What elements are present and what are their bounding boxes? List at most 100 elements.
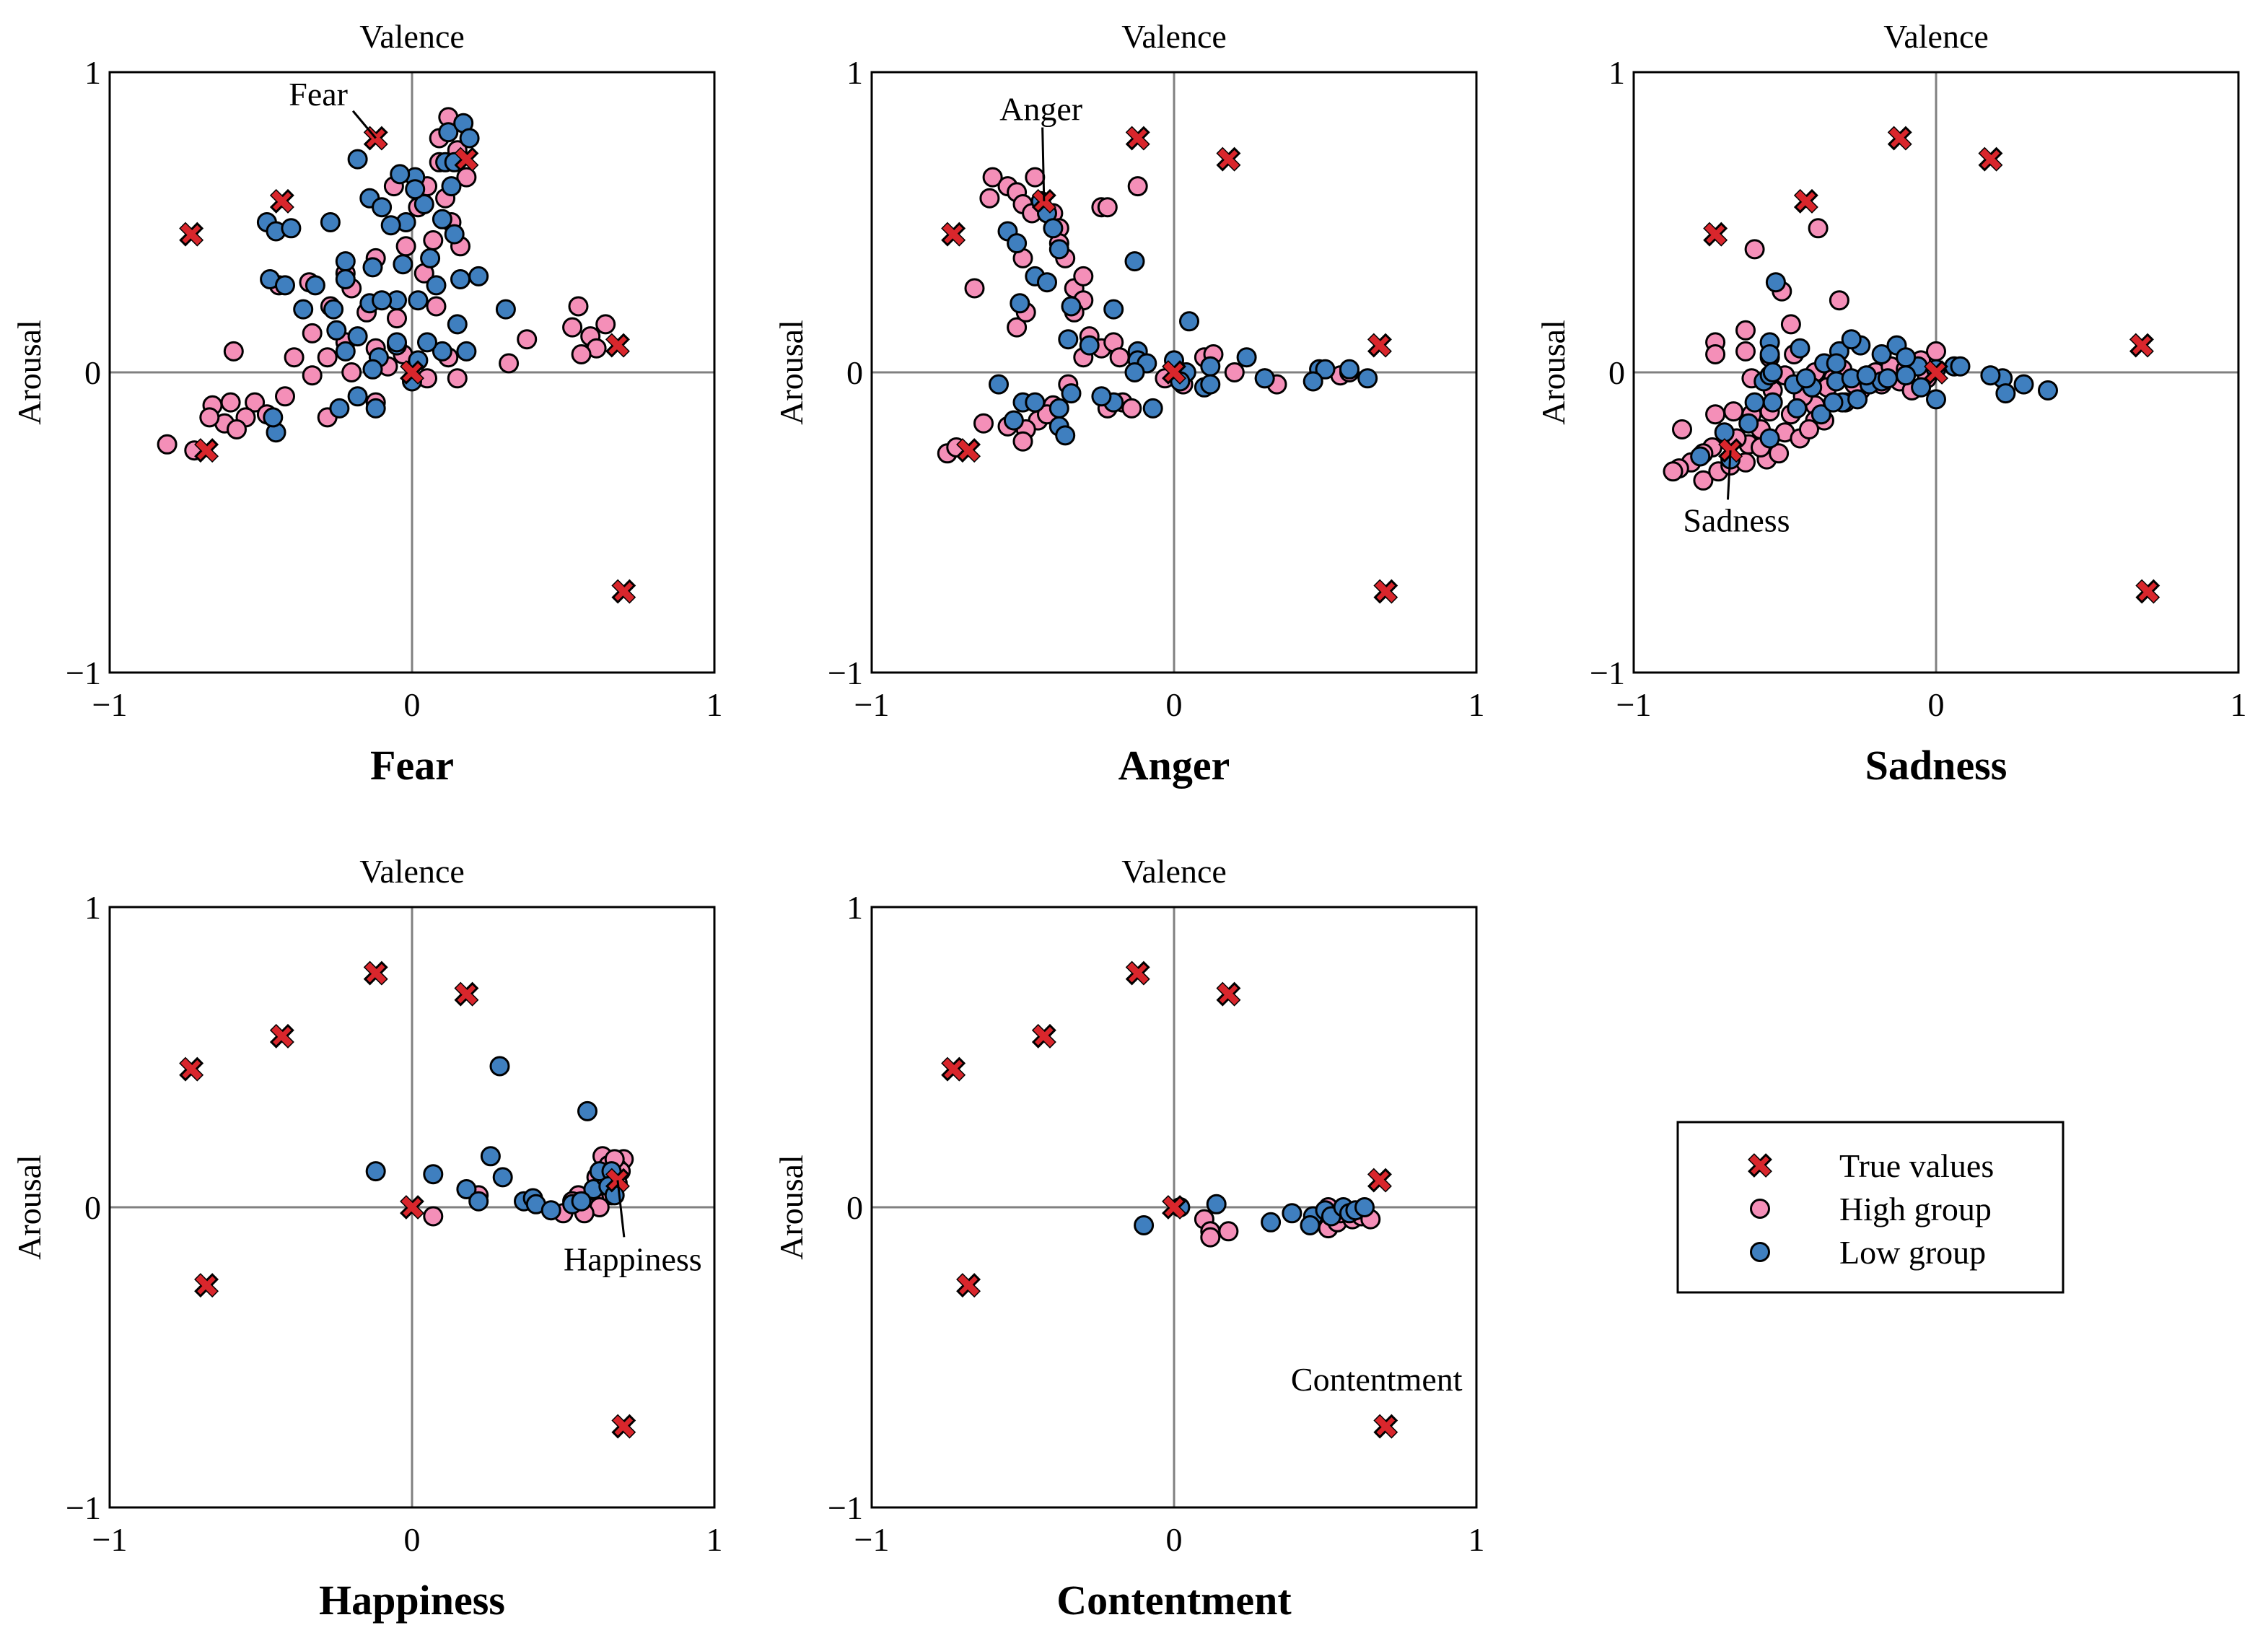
data-point-low bbox=[456, 341, 477, 362]
true-value-cross-fill bbox=[2137, 580, 2159, 603]
data-point-low bbox=[480, 1146, 501, 1167]
data-point-low bbox=[1847, 389, 1868, 410]
valence-label: Valence bbox=[1883, 18, 1989, 55]
data-point-low bbox=[447, 314, 468, 335]
data-point-high bbox=[302, 365, 323, 386]
data-point-low bbox=[456, 1179, 477, 1199]
data-point-low bbox=[405, 179, 426, 200]
data-point-high bbox=[568, 296, 589, 317]
data-point-low bbox=[335, 341, 356, 362]
data-point-high bbox=[982, 167, 1003, 188]
data-point-low bbox=[1765, 272, 1786, 293]
data-point-low bbox=[1980, 365, 2001, 386]
data-point-high bbox=[1672, 419, 1692, 439]
data-point-low bbox=[323, 299, 344, 320]
data-point-high bbox=[395, 236, 416, 257]
data-point-high bbox=[423, 1206, 444, 1227]
true-value-marker bbox=[269, 1023, 294, 1049]
data-point-high bbox=[1705, 344, 1726, 364]
data-point-high bbox=[979, 188, 1000, 209]
data-point-high bbox=[1200, 1227, 1221, 1248]
data-point-low bbox=[1055, 425, 1076, 446]
data-point-high bbox=[517, 329, 538, 350]
data-point-low bbox=[347, 149, 368, 170]
data-point-low bbox=[329, 398, 350, 419]
data-point-low bbox=[1134, 1215, 1155, 1235]
data-point-low bbox=[1762, 362, 1783, 382]
data-point-high bbox=[423, 230, 444, 250]
true-value-cross-fill bbox=[455, 983, 478, 1005]
true-value-cross-fill bbox=[180, 223, 202, 245]
true-value-marker bbox=[956, 1273, 981, 1298]
data-point-high bbox=[1769, 443, 1790, 464]
data-point-low bbox=[1300, 1215, 1321, 1235]
true-value-cross-fill bbox=[196, 1274, 217, 1296]
data-point-high bbox=[1224, 362, 1245, 382]
arousal-label: Arousal bbox=[773, 320, 810, 425]
series-low bbox=[365, 1056, 625, 1221]
axis-frame bbox=[870, 71, 1478, 674]
data-point-low bbox=[408, 290, 429, 311]
data-point-low bbox=[571, 1191, 592, 1212]
x-tick-label: −1 bbox=[1616, 686, 1652, 723]
true-value-marker bbox=[194, 438, 219, 463]
true-value-cross-fill bbox=[1888, 127, 1911, 149]
series-true bbox=[1703, 126, 2160, 604]
series-true bbox=[941, 960, 1398, 1439]
y-tick-label: −1 bbox=[828, 655, 863, 691]
panel-title: Anger bbox=[1118, 742, 1230, 789]
data-point-low bbox=[432, 341, 452, 362]
annotation-leader bbox=[616, 1180, 626, 1238]
data-point-low bbox=[1354, 1197, 1375, 1217]
data-point-low bbox=[1254, 368, 1275, 389]
true-value-cross-fill bbox=[401, 1196, 423, 1218]
data-point-high bbox=[1744, 239, 1765, 260]
data-point-low bbox=[1010, 293, 1030, 314]
true-value-marker bbox=[941, 1056, 966, 1082]
true-value-marker bbox=[1367, 333, 1392, 358]
true-value-marker bbox=[1703, 222, 1728, 247]
y-tick-label: 0 bbox=[846, 354, 863, 391]
true-value-cross-fill bbox=[1720, 439, 1741, 461]
data-point-high bbox=[562, 317, 583, 338]
true-value-cross-fill bbox=[607, 1169, 629, 1191]
valence-label: Valence bbox=[1121, 18, 1227, 55]
data-point-low bbox=[468, 266, 489, 286]
true-value-cross-fill bbox=[2131, 334, 2153, 356]
arousal-label: Arousal bbox=[11, 1155, 48, 1260]
data-point-low bbox=[413, 194, 434, 214]
true-value-cross-fill bbox=[958, 439, 979, 461]
x-tick-label: 1 bbox=[706, 686, 723, 723]
series-low bbox=[1690, 272, 2058, 470]
data-point-low bbox=[275, 275, 295, 296]
legend-frame bbox=[1676, 1121, 2065, 1294]
data-point-high bbox=[1218, 1221, 1239, 1242]
data-point-high bbox=[1121, 398, 1142, 419]
data-point-low bbox=[468, 1191, 489, 1212]
true-value-cross-fill bbox=[1126, 962, 1149, 984]
data-point-low bbox=[1823, 392, 1844, 413]
panel-fear: Valence Arousal 1 0 −1−1 0 1 Fear Fear bbox=[11, 18, 723, 789]
series-high bbox=[157, 107, 616, 461]
axis-frame bbox=[108, 906, 716, 1509]
data-point-high bbox=[1127, 176, 1148, 197]
data-point-low bbox=[320, 212, 341, 232]
data-point-high bbox=[456, 167, 477, 188]
y-tick-label: −1 bbox=[1590, 655, 1625, 691]
y-tick-label: 1 bbox=[84, 54, 101, 91]
data-point-low bbox=[1762, 392, 1783, 413]
data-point-high bbox=[1735, 320, 1756, 341]
data-point-high bbox=[426, 296, 447, 317]
panel-title: Contentment bbox=[1056, 1577, 1292, 1624]
x-tick-label: 0 bbox=[1166, 1521, 1183, 1558]
valence-label: Valence bbox=[359, 853, 465, 890]
data-point-low bbox=[263, 407, 284, 428]
annotation-label: Anger bbox=[999, 91, 1082, 128]
annotation-leader bbox=[351, 110, 377, 139]
data-point-low bbox=[1048, 398, 1069, 419]
true-value-marker bbox=[1978, 146, 2003, 172]
true-value-cross-fill bbox=[401, 362, 423, 383]
y-tick-label: 0 bbox=[84, 1189, 101, 1226]
true-value-cross-fill bbox=[1163, 1196, 1185, 1218]
panel-title: Happiness bbox=[319, 1577, 505, 1624]
